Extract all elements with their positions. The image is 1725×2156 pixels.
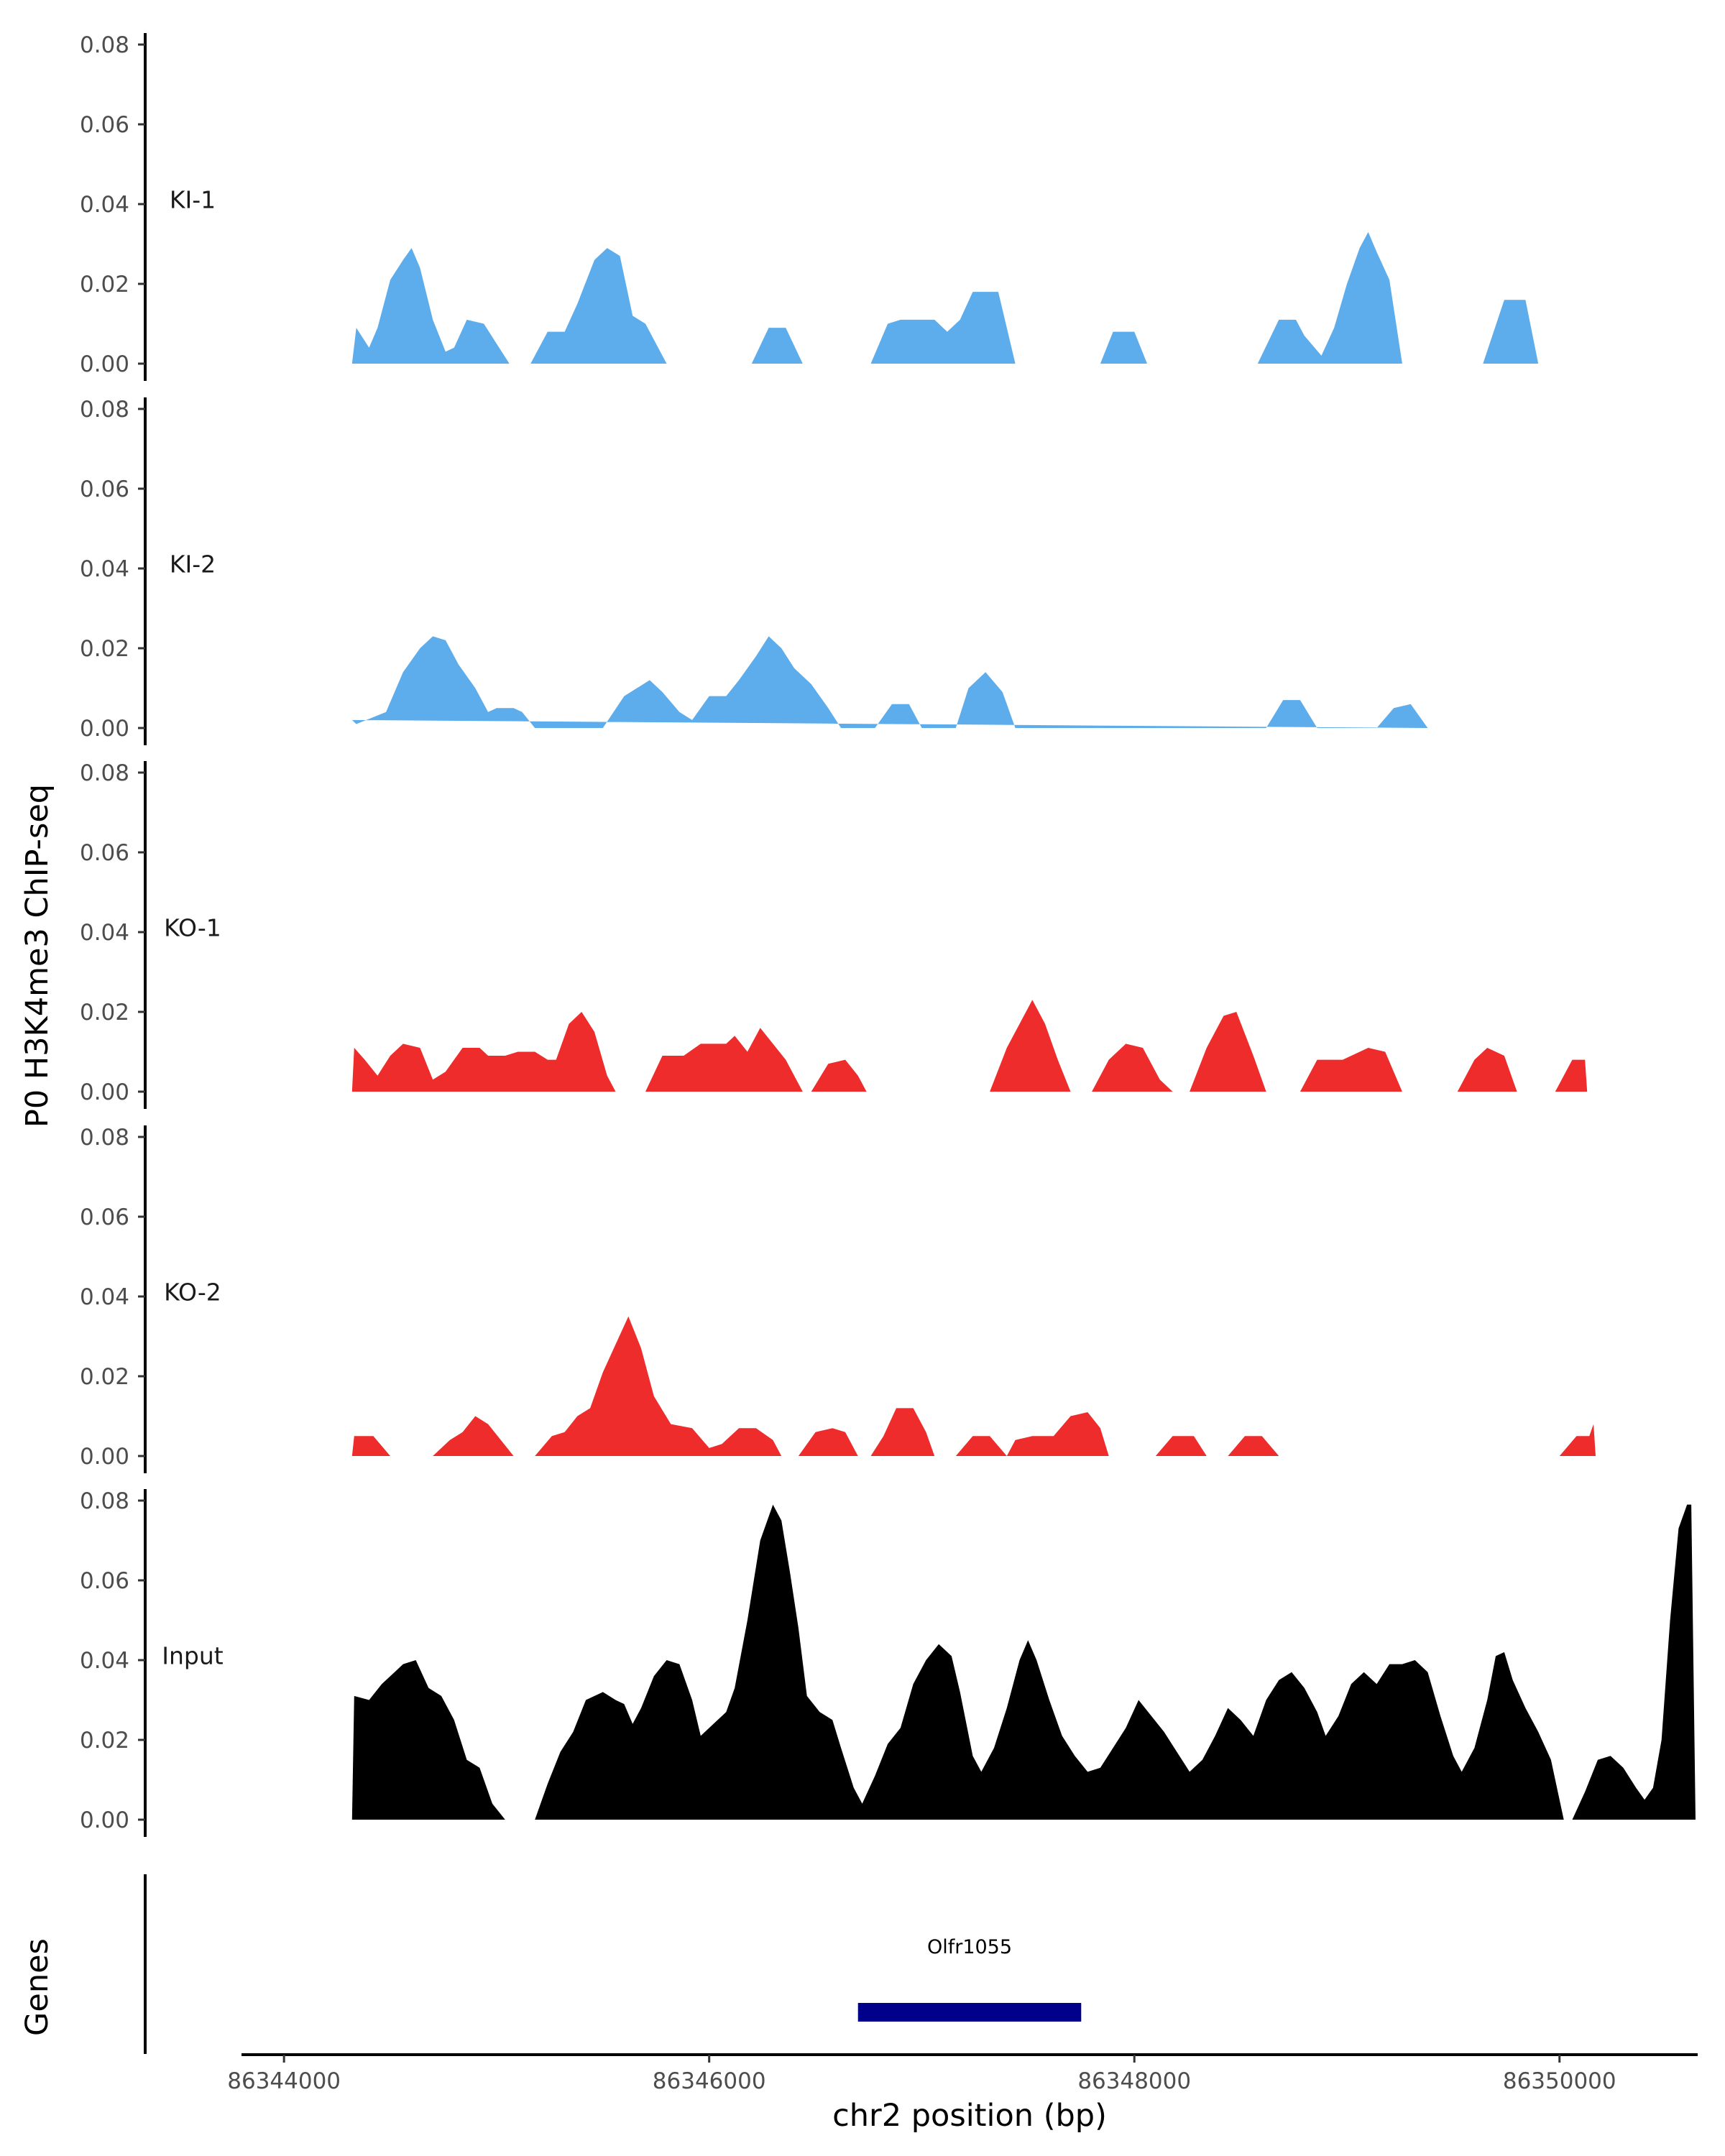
y-tick-label-ko-2: 0.06 xyxy=(80,1204,129,1230)
track-label-ki-1: KI-1 xyxy=(170,186,216,214)
y-tick-label-input: 0.06 xyxy=(80,1568,129,1594)
y-tick-label-input: 0.02 xyxy=(80,1728,129,1754)
y-tick-label-ki-1: 0.00 xyxy=(80,351,129,377)
track-label-ko-1: KO-1 xyxy=(164,914,221,942)
x-axis-title: chr2 position (bp) xyxy=(832,2098,1107,2134)
coverage-area-ki-1 xyxy=(351,231,1539,364)
track-label-input: Input xyxy=(162,1642,224,1670)
y-tick-label-ki-2: 0.04 xyxy=(80,556,129,582)
genes-panel: Genes Olfr1055 xyxy=(19,1874,1082,2054)
y-tick-label-ko-1: 0.02 xyxy=(80,1000,129,1026)
y-tick-label-ki-1: 0.08 xyxy=(80,32,129,58)
coverage-area-ki-2 xyxy=(351,636,1428,728)
y-tick-label-ko-2: 0.02 xyxy=(80,1364,129,1390)
y-tick-label-input: 0.04 xyxy=(80,1648,129,1674)
y-tick-label-ki-2: 0.06 xyxy=(80,476,129,502)
genes-axis-title: Genes xyxy=(19,1938,55,2036)
track-ki-1: 0.00 0.02 0.04 0.06 0.08 KI-1 xyxy=(80,32,1539,381)
y-tick-label-ki-1: 0.04 xyxy=(80,192,129,218)
tracks-layer: 0.00 0.02 0.04 0.06 0.08 KI-1 0.00 0.02 0.04 0.06… xyxy=(80,32,1696,1837)
x-tick-label: 86348000 xyxy=(1077,2068,1191,2094)
track-ki-2: 0.00 0.02 0.04 0.06 0.08 KI-2 xyxy=(80,397,1428,745)
y-tick-label-ki-1: 0.06 xyxy=(80,112,129,138)
y-tick-label-ki-2: 0.00 xyxy=(80,716,129,742)
y-tick-label-ko-1: 0.08 xyxy=(80,760,129,786)
coverage-area-ko-1 xyxy=(351,1000,1588,1092)
y-tick-label-ki-2: 0.02 xyxy=(80,636,129,662)
y-tick-label-ki-2: 0.08 xyxy=(80,397,129,423)
y-tick-label-ko-2: 0.08 xyxy=(80,1125,129,1151)
coverage-area-ko-2 xyxy=(351,1316,1596,1456)
y-tick-label-input: 0.08 xyxy=(80,1488,129,1514)
x-tick-label: 86346000 xyxy=(653,2068,766,2094)
y-tick-label-ko-1: 0.00 xyxy=(80,1079,129,1105)
y-tick-label-ko-2: 0.00 xyxy=(80,1444,129,1470)
track-ko-2: 0.00 0.02 0.04 0.06 0.08 KO-2 xyxy=(80,1125,1596,1473)
track-input: 0.00 0.02 0.04 0.06 0.08 Input xyxy=(80,1488,1696,1837)
y-tick-label-ko-1: 0.04 xyxy=(80,920,129,946)
track-ko-1: 0.00 0.02 0.04 0.06 0.08 KO-1 xyxy=(80,760,1588,1109)
y-axis-title: P0 H3K4me3 ChIP-seq xyxy=(19,784,55,1128)
x-tick-label: 86350000 xyxy=(1503,2068,1616,2094)
y-tick-label-ko-1: 0.06 xyxy=(80,840,129,866)
track-label-ko-2: KO-2 xyxy=(164,1279,221,1307)
gene-label: Olfr1055 xyxy=(927,1936,1012,1958)
gene-body-olfr1055 xyxy=(857,2003,1082,2022)
x-axis: 86344000 86346000 86348000 86350000 xyxy=(227,2053,1698,2094)
y-tick-label-ki-1: 0.02 xyxy=(80,272,129,298)
track-label-ki-2: KI-2 xyxy=(170,550,216,579)
x-tick-label: 86344000 xyxy=(227,2068,341,2094)
y-tick-label-ko-2: 0.04 xyxy=(80,1284,129,1310)
coverage-area-input xyxy=(351,1504,1696,1820)
y-tick-label-input: 0.00 xyxy=(80,1807,129,1833)
